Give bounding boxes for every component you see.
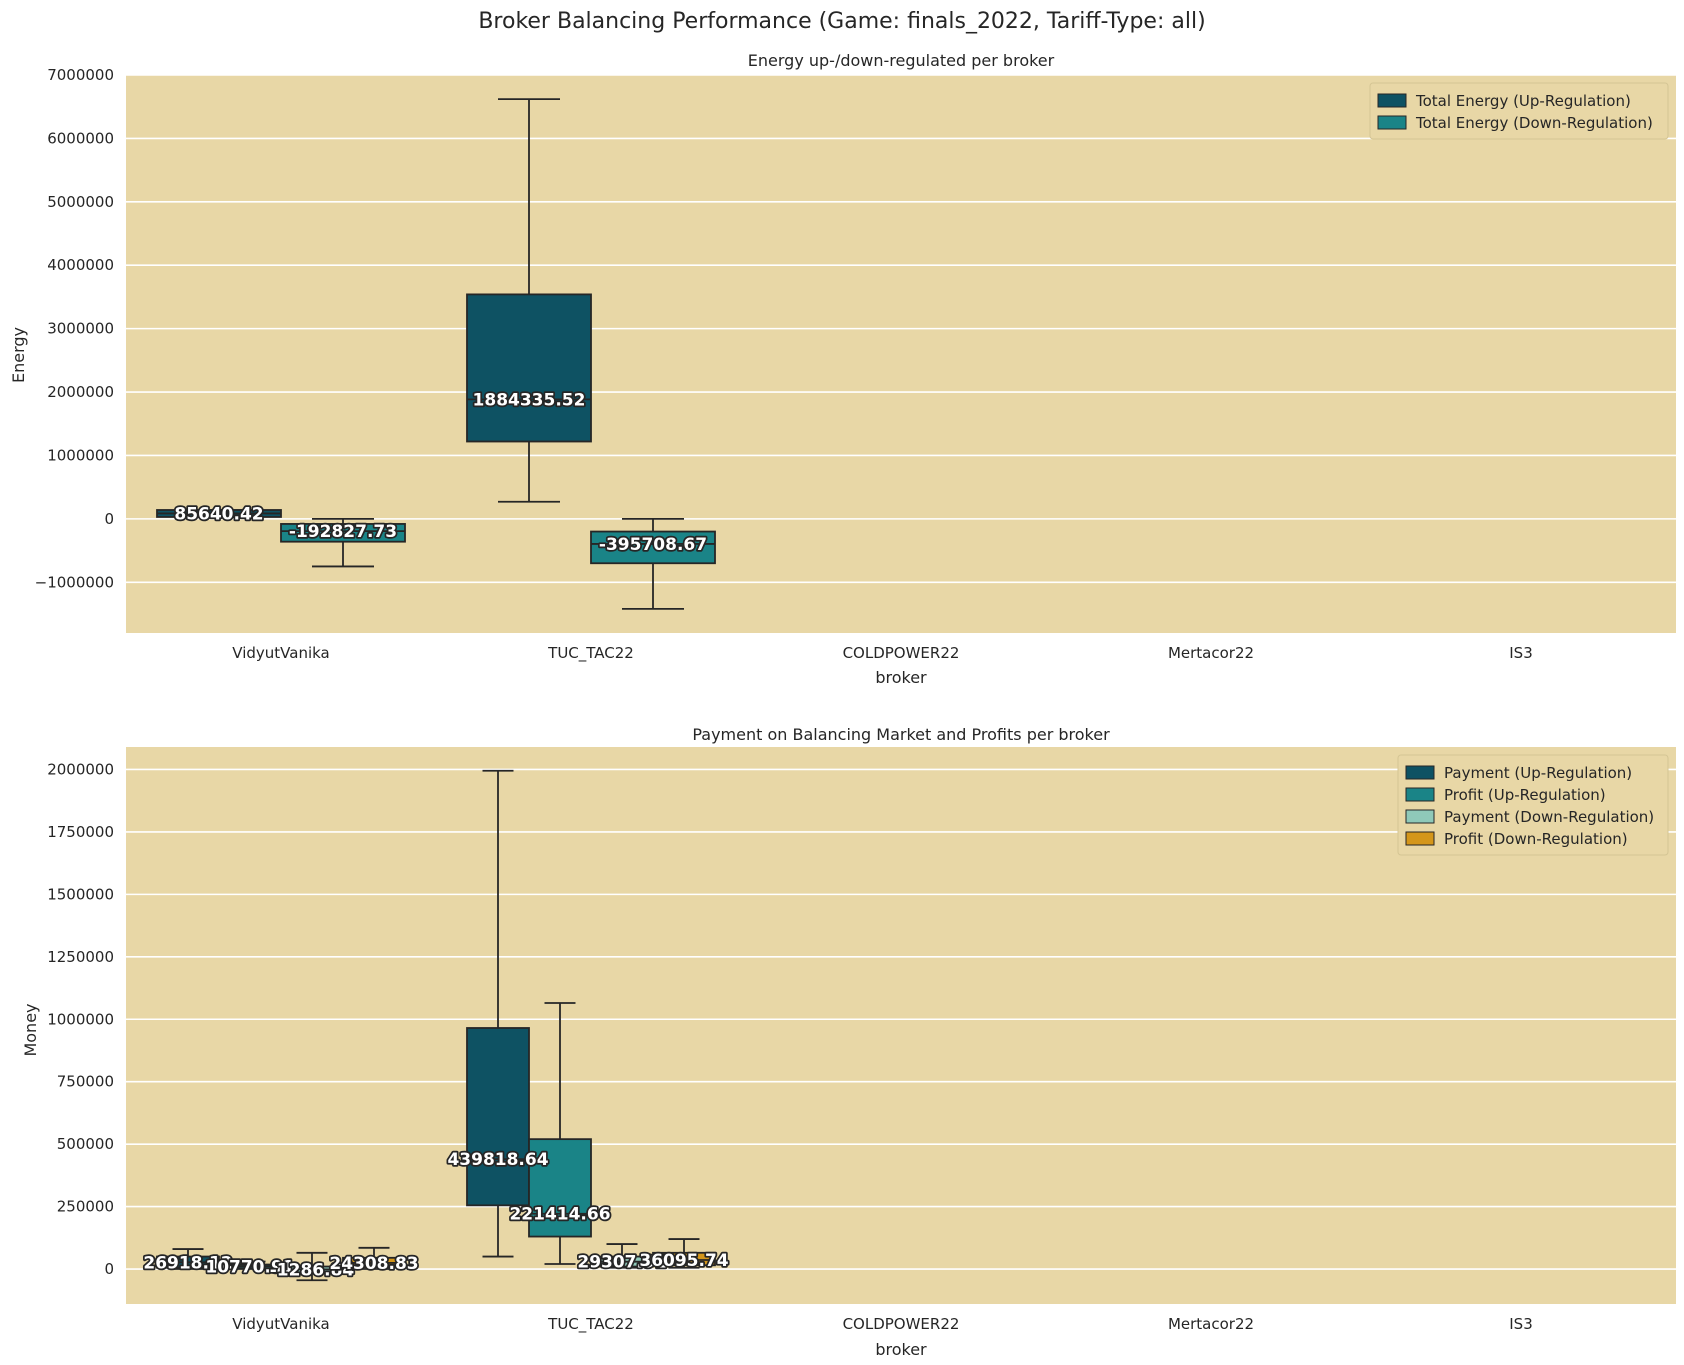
box-vidyutvanika-total-energy-up-regulation — [156, 509, 282, 518]
y-tick-label: 2000000 — [47, 760, 114, 778]
legend-swatch-profit-down-regulation — [1405, 831, 1435, 846]
legend-entry-payment-down-regulation: Payment (Down-Regulation) — [1444, 808, 1654, 826]
box-vidyutvanika-profit-down-regulation — [342, 1246, 406, 1270]
money-median-labels: 26918.12 439818.64 10770.91 221414.66 -1286.… — [142, 1148, 731, 1282]
energy-gridlines — [126, 74, 1676, 584]
y-tick-label: 750000 — [57, 1073, 114, 1091]
y-tick-label: 1000000 — [47, 446, 114, 464]
median-label: -1286.84 — [270, 1260, 355, 1280]
y-tick-label: 2000000 — [47, 383, 114, 401]
legend-entry-payment-up-regulation: Payment (Up-Regulation) — [1444, 764, 1632, 782]
x-tick-label-vidyutvanika: VidyutVanika — [232, 1315, 329, 1333]
energy-subplot: Energy up-/down-regulated per broker −10… — [9, 51, 1676, 687]
median-label: 1884335.52 — [473, 390, 586, 410]
x-tick-label-tuc-tac22: TUC_TAC22 — [547, 1315, 634, 1334]
median-label: -192827.73 — [289, 522, 397, 542]
y-tick-label: 3000000 — [47, 320, 114, 338]
money-y-axis-label: Money — [21, 1003, 40, 1056]
money-x-ticks: VidyutVanika TUC_TAC22 COLDPOWER22 Mertacor… — [232, 1315, 1532, 1334]
y-tick-label: 6000000 — [47, 129, 114, 147]
x-tick-label-coldpower22: COLDPOWER22 — [843, 1315, 960, 1333]
median-label: 29307.91 — [577, 1253, 666, 1273]
energy-y-ticks: −1000000 0 1000000 2000000 3000000 4000000 500… — [35, 66, 114, 591]
x-tick-label-vidyutvanika: VidyutVanika — [232, 644, 329, 662]
box-vidyutvanika-total-energy-down-regulation — [280, 517, 406, 568]
box-tuc-tac22-total-energy-up-regulation — [466, 98, 592, 503]
y-tick-label: 0 — [104, 510, 114, 528]
median-label: -395708.67 — [599, 535, 707, 555]
box-body — [466, 293, 592, 443]
legend-frame — [1369, 82, 1669, 140]
legend-swatch-payment-up-regulation — [1405, 765, 1435, 780]
y-tick-label: 5000000 — [47, 193, 114, 211]
y-tick-label: −1000000 — [35, 573, 114, 591]
box-tuc-tac22-total-energy-down-regulation — [590, 517, 716, 610]
legend-entry-profit-up-regulation: Profit (Up-Regulation) — [1444, 786, 1606, 804]
money-x-axis-label: broker — [875, 1340, 927, 1359]
box-tuc-tac22-payment-up-regulation — [466, 769, 530, 1258]
money-y-ticks: 0 250000 500000 750000 1000000 1250000 1500000… — [47, 760, 114, 1278]
box-body — [280, 523, 406, 543]
legend-swatch-total-energy-up-regulation — [1377, 93, 1407, 108]
energy-boxes — [156, 98, 716, 610]
box-body — [466, 1027, 530, 1207]
median-label: 24308.83 — [329, 1254, 418, 1274]
y-tick-label: 250000 — [57, 1198, 114, 1216]
box-body — [652, 1251, 716, 1267]
energy-x-ticks: VidyutVanika TUC_TAC22 COLDPOWER22 Mertacor… — [232, 644, 1532, 663]
money-boxes — [156, 769, 716, 1282]
money-legend: Payment (Up-Regulation) Profit (Up-Regula… — [1397, 754, 1669, 856]
y-tick-label: 1000000 — [47, 1010, 114, 1028]
y-tick-label: 1750000 — [47, 823, 114, 841]
legend-frame — [1397, 754, 1669, 856]
energy-legend: Total Energy (Up-Regulation) Total Energy… — [1369, 82, 1669, 140]
energy-subplot-title: Energy up-/down-regulated per broker — [748, 51, 1055, 70]
x-tick-label-is3: IS3 — [1509, 1315, 1533, 1333]
energy-x-axis-label: broker — [875, 668, 927, 687]
y-tick-label: 1250000 — [47, 948, 114, 966]
x-tick-label-mertacor22: Mertacor22 — [1168, 644, 1254, 662]
money-subplot-title: Payment on Balancing Market and Profits … — [692, 725, 1110, 744]
median-label: 439818.64 — [447, 1150, 548, 1170]
legend-swatch-total-energy-down-regulation — [1377, 115, 1407, 130]
y-tick-label: 0 — [104, 1260, 114, 1278]
y-tick-label: 1500000 — [47, 885, 114, 903]
box-body — [590, 530, 716, 565]
legend-swatch-profit-up-regulation — [1405, 787, 1435, 802]
box-vidyutvanika-profit-up-regulation — [218, 1260, 282, 1270]
legend-swatch-payment-down-regulation — [1405, 809, 1435, 824]
median-label: 221414.66 — [509, 1205, 610, 1225]
box-tuc-tac22-profit-up-regulation — [528, 1002, 592, 1265]
x-tick-label-coldpower22: COLDPOWER22 — [843, 644, 960, 662]
box-body — [528, 1138, 592, 1238]
y-tick-label: 4000000 — [47, 256, 114, 274]
x-tick-label-is3: IS3 — [1509, 644, 1533, 662]
energy-median-labels: 85640.42 1884335.52 -192827.73 -395708.67 — [173, 389, 709, 557]
y-tick-label: 500000 — [57, 1135, 114, 1153]
figure-title: Broker Balancing Performance (Game: fina… — [478, 9, 1205, 34]
median-label: 26918.12 — [143, 1253, 232, 1273]
x-tick-label-tuc-tac22: TUC_TAC22 — [547, 644, 634, 663]
legend-entry-total-energy-down-regulation: Total Energy (Down-Regulation) — [1415, 114, 1653, 132]
x-tick-label-mertacor22: Mertacor22 — [1168, 1315, 1254, 1333]
y-tick-label: 7000000 — [47, 66, 114, 84]
box-vidyutvanika-payment-down-regulation — [280, 1251, 344, 1282]
legend-entry-profit-down-regulation: Profit (Down-Regulation) — [1444, 830, 1628, 848]
money-subplot: Payment on Balancing Market and Profits … — [21, 725, 1676, 1359]
energy-plot-area — [126, 75, 1676, 633]
median-label: 85640.42 — [174, 504, 263, 524]
median-label: 10770.91 — [205, 1257, 294, 1277]
box-vidyutvanika-payment-up-regulation — [156, 1248, 220, 1270]
energy-y-axis-label: Energy — [9, 327, 28, 383]
legend-entry-total-energy-up-regulation: Total Energy (Up-Regulation) — [1415, 92, 1631, 110]
box-tuc-tac22-profit-down-regulation — [652, 1238, 716, 1269]
median-label: 36095.74 — [639, 1251, 728, 1271]
